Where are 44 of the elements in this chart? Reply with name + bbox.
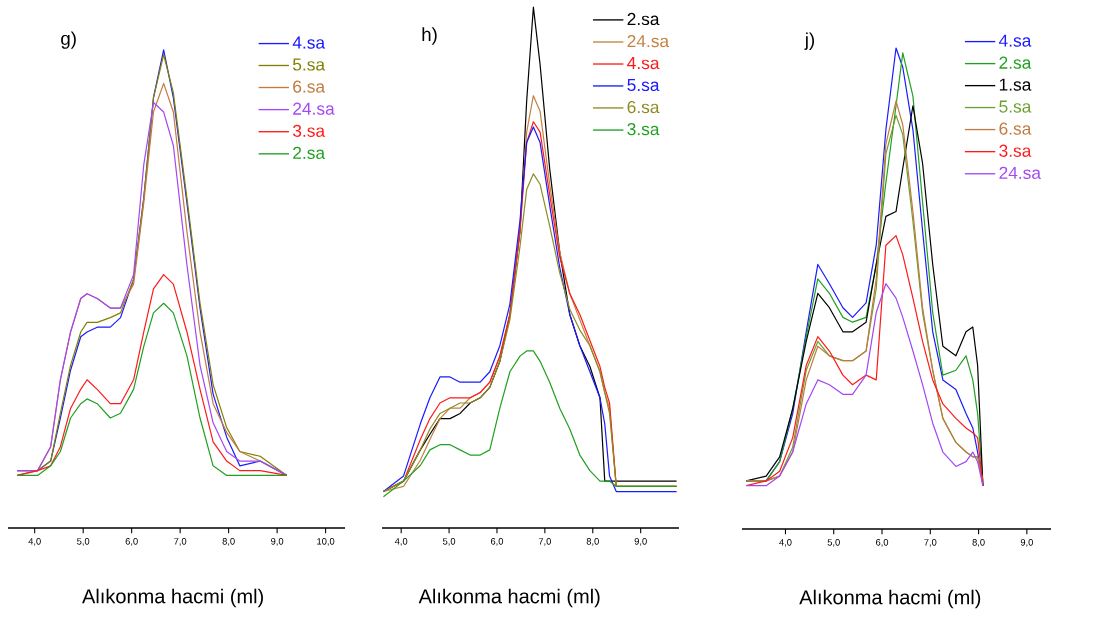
legend-label: 24.sa [627,34,670,48]
x-tick-label: 6,0 [125,538,138,546]
legend-label: 3.sa [292,124,326,137]
x-tick-label: 8,0 [222,538,235,546]
x-tick-label: 6,0 [876,539,889,547]
legend-label: 5.sa [999,100,1032,113]
legend-label: 6.sa [293,80,326,93]
x-tick-label: 10,0 [317,538,335,546]
x-tick-label: 9,0 [634,538,647,546]
legend-label: 2.sa [999,56,1032,69]
chart-title: j) [804,32,815,50]
x-tick-label: 7,0 [174,538,187,546]
legend-label: 3.sa [999,144,1032,157]
legend-label: 2.sa [293,146,326,160]
legend-label: 6.sa [627,100,660,114]
x-axis-title: Alıkonma hacmi (ml) [82,588,263,608]
x-tick-label: 9,0 [1020,539,1033,547]
text: h) [422,27,437,45]
x-tick-label: 6,0 [490,538,504,546]
x-tick-label: 5,0 [827,539,840,547]
legend-label: 3.sa [627,123,660,136]
x-tick-label: 5,0 [77,538,90,546]
x-tick-label: 7,0 [924,539,937,547]
legend-label: 2.sa [627,12,660,26]
x-tick-label: 4,0 [28,538,41,546]
legend-label: 1.sa [999,78,1032,91]
legend-label: 5.sa [292,58,326,71]
x-tick-label: 8,0 [972,539,985,547]
x-tick-label: 9,0 [271,538,284,546]
legend-label: 4.sa [292,36,326,49]
legend-label: 5.sa [627,78,660,92]
chart-title: g) [61,31,76,49]
x-tick-label: 4,0 [779,539,792,547]
x-tick-label: 7,0 [538,538,551,546]
legend-label: 4.sa [627,57,660,70]
legend-label: 24.sa [999,166,1041,179]
x-axis-title: Alıkonma hacmi (ml) [799,589,981,609]
x-axis-title: Alıkonma hacmi (ml) [418,588,600,608]
legend-label: 24.sa [293,102,335,115]
x-tick-label: 8,0 [586,538,599,546]
x-tick-label: 5,0 [442,538,456,546]
x-tick-label: 4,0 [394,538,408,546]
legend-label: 6.sa [999,122,1032,135]
legend-label: 4.sa [998,34,1032,47]
